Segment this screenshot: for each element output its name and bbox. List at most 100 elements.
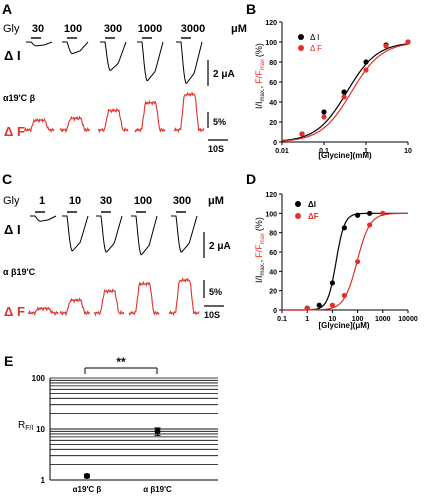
panel-d-axes: 0 20 40 60 80 100 120 0.1 1 10 100 1000 10000	[265, 192, 418, 323]
current-trace	[171, 215, 198, 253]
current-trace	[26, 41, 53, 47]
panel-b-xlabel: [Glycine](mM)	[318, 151, 372, 160]
panel-c-current-scale: 2 μA	[209, 241, 231, 252]
panel-b: B 0 20 40 60 80 100 120 0.01 0.1 1 10 [Glycine](mM…	[246, 1, 412, 160]
data-point	[329, 280, 335, 286]
current-trace	[176, 41, 203, 85]
y-tick-label: 60	[269, 250, 277, 257]
y-tick-label: 40	[269, 100, 277, 107]
panel-a-conc-1: 30	[32, 23, 44, 35]
y-tick-label: 40	[269, 269, 277, 276]
panel-b-ylabel: I/Imax.,F/Fmax(%)	[254, 43, 266, 109]
panel-c: C Gly μM 1 10 30 100 300 Δ I α β19'C Δ F…	[2, 171, 231, 320]
panel-b-axes: 0 20 40 60 80 100 120 0.01 0.1 1 10	[265, 20, 412, 155]
y-tick-label: 120	[265, 192, 277, 199]
panel-e-significance: **	[116, 355, 126, 369]
y-tick-label: 100	[265, 40, 277, 47]
panel-c-conc-3: 30	[100, 195, 112, 207]
fluorescence-trace	[59, 115, 91, 134]
panel-e-letter: E	[4, 353, 13, 369]
panel-e: E 1 10 100 α19'C β α β19'C RF/I **	[4, 353, 218, 494]
data-point	[321, 114, 327, 120]
panel-c-fluor-label: Δ F	[4, 304, 25, 319]
current-trace	[137, 41, 164, 82]
current-trace	[100, 41, 127, 72]
y-tick-label: 100	[32, 374, 46, 383]
panel-a-conc-5: 3000	[181, 23, 205, 35]
panel-a-fluorescence-traces	[23, 91, 205, 134]
panel-c-letter: C	[2, 171, 12, 187]
panel-c-construct: α β19'C	[3, 267, 36, 277]
panel-c-current-traces	[30, 215, 198, 256]
panel-a-letter: A	[2, 1, 12, 17]
x-tick-label: 10	[404, 148, 412, 155]
panel-e-ylabel: RF/I	[18, 420, 33, 432]
y-tick-label: 20	[269, 289, 277, 296]
y-tick-label: 100	[265, 211, 277, 218]
x-category-label: α β19'C	[143, 485, 172, 494]
panel-c-fluor-scale: 5%	[209, 287, 222, 297]
data-point	[304, 305, 310, 311]
x-tick-label: 0.1	[319, 148, 329, 155]
panel-e-axes: 1 10 100 α19'C β α β19'C	[32, 374, 218, 494]
data-point	[355, 259, 361, 265]
panel-b-legend-marker-2	[298, 45, 304, 51]
data-point	[329, 302, 335, 308]
panel-a-current-traces	[26, 41, 203, 85]
panel-c-conc-4: 100	[134, 195, 152, 207]
fluorescence-trace	[128, 280, 160, 316]
data-point	[316, 302, 322, 308]
data-point	[355, 212, 361, 218]
panel-d-plot	[282, 210, 408, 311]
panel-c-unit: μM	[208, 195, 224, 207]
panel-a-fluor-label: Δ F	[4, 124, 25, 139]
panel-b-plot	[281, 39, 411, 142]
x-tick-label: 1	[305, 316, 309, 323]
panel-b-letter: B	[246, 1, 256, 17]
fluorescence-trace	[134, 99, 166, 133]
x-tick-label: 0.01	[275, 148, 289, 155]
panel-a-unit: μM	[231, 23, 247, 35]
x-tick-label: 1000	[375, 316, 391, 323]
panel-c-gly-label: Gly	[3, 195, 20, 207]
panel-b-legend: Δ I Δ F	[298, 33, 322, 53]
x-tick-label: 10000	[398, 316, 418, 323]
panel-c-conc-2: 10	[69, 195, 81, 207]
panel-c-conc-5: 300	[173, 195, 191, 207]
data-point	[383, 43, 389, 49]
y-tick-label: 80	[269, 60, 277, 67]
panel-a-current-label: Δ I	[4, 48, 21, 63]
panel-d-legend-label-2: ΔF	[308, 212, 319, 221]
panel-c-time-scale: 10S	[204, 310, 220, 320]
data-point	[363, 67, 369, 73]
x-tick-label: 0.1	[277, 316, 287, 323]
x-category-label: α19'C β	[73, 485, 102, 494]
data-point	[367, 210, 373, 216]
current-trace	[131, 215, 158, 256]
panel-a-conc-4: 1000	[138, 23, 162, 35]
panel-d-xlabel: [Glycine](μM)	[318, 321, 369, 330]
data-point	[321, 109, 327, 115]
panel-d-legend-label-1: ΔI	[308, 200, 316, 209]
data-point	[341, 94, 347, 100]
y-tick-label: 80	[269, 231, 277, 238]
data-point	[341, 292, 348, 299]
y-tick-label: 20	[269, 120, 277, 127]
panel-d-legend-marker-1	[295, 201, 301, 207]
panel-a-construct: α19'C β	[3, 93, 36, 103]
x-tick-label: 1	[364, 148, 368, 155]
panel-a-time-scale: 10S	[208, 144, 224, 154]
data-point	[380, 210, 386, 216]
fluorescence-trace	[23, 117, 55, 134]
y-tick-label: 10	[36, 425, 45, 434]
y-tick-label: 60	[269, 80, 277, 87]
x-tick-label: 100	[352, 316, 364, 323]
panel-a-gly-label: Gly	[3, 23, 20, 35]
fluorescence-trace	[97, 107, 129, 134]
fluorescence-trace	[173, 91, 205, 134]
panel-c-fluorescence-traces	[27, 277, 200, 317]
panel-c-current-label: Δ I	[4, 222, 21, 237]
panel-a-conc-2: 100	[64, 23, 82, 35]
y-tick-label: 1	[41, 476, 46, 485]
